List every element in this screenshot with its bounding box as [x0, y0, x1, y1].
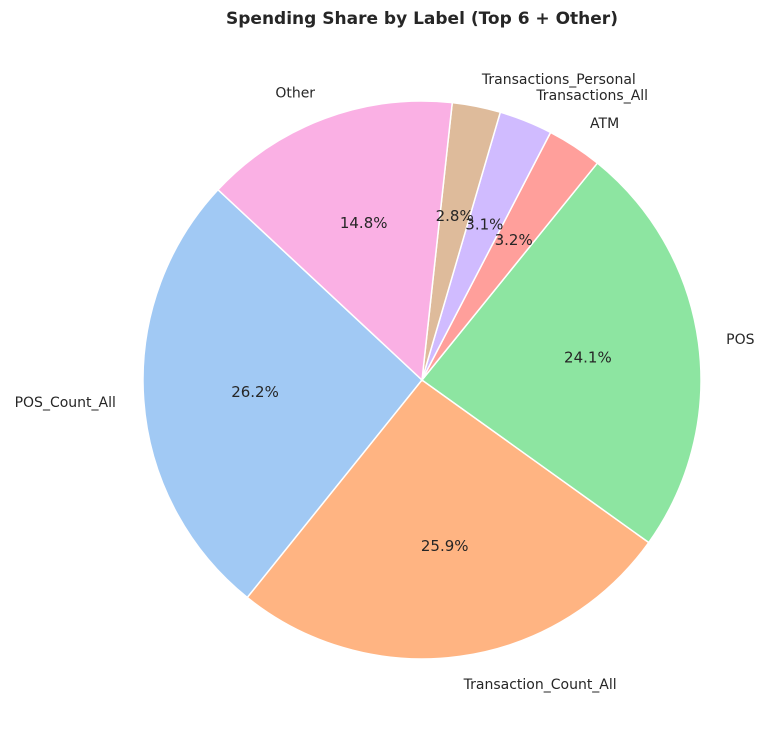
pie-slice-pos-count-all — [142, 188, 424, 599]
pct-label-transactions-personal: 2.8% — [436, 207, 474, 225]
slice-label-transactions-personal: Transactions_Personal — [481, 72, 636, 88]
pie-slice-other — [216, 100, 454, 382]
pct-label-transaction-count-all: 25.9% — [421, 537, 469, 555]
chart-title: Spending Share by Label (Top 6 + Other) — [226, 9, 618, 29]
slice-label-pos-count-all: POS_Count_All — [15, 395, 116, 411]
pie-slice-pos — [420, 161, 702, 544]
pie-slices — [142, 100, 702, 660]
slice-label-transaction-count-all: Transaction_Count_All — [463, 677, 617, 693]
pct-label-pos-count-all: 26.2% — [231, 383, 279, 401]
pct-label-atm: 3.2% — [495, 231, 533, 249]
slice-label-transactions-all: Transactions_All — [535, 88, 648, 104]
pct-label-pos: 24.1% — [564, 349, 612, 367]
slice-label-atm: ATM — [590, 116, 619, 132]
slice-label-pos: POS — [726, 332, 754, 348]
slice-label-other: Other — [275, 85, 315, 101]
pie-labels: POS_Count_All 26.2% Transaction_Count_All 2… — [15, 72, 755, 693]
pct-label-other: 14.8% — [340, 214, 388, 232]
pie-slice-transaction-count-all — [246, 378, 650, 660]
pct-label-transactions-all: 3.1% — [465, 216, 503, 234]
